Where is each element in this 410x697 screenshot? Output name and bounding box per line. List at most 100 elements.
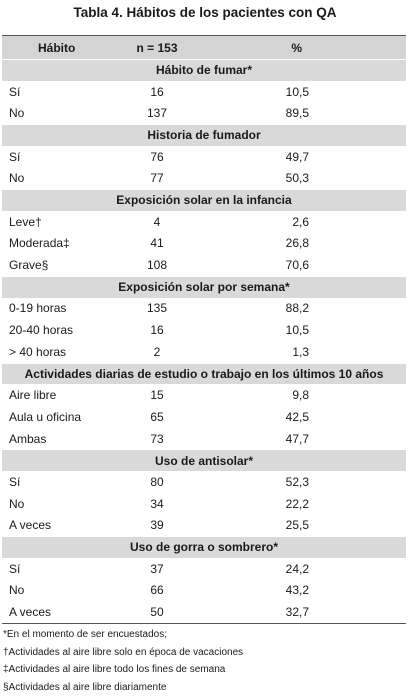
section-title: Exposición solar en la infancia [116,193,292,208]
data-row: Aula u oficina 65 42,5 [2,406,406,428]
cell: 66 [150,583,164,598]
section-row: Uso de gorra o sombrero* [2,536,406,558]
section-title: Historia de fumador [147,128,261,143]
data-row: Sí 76 49,7 [2,146,406,168]
cell: 108 [146,258,168,273]
section-row: Historia de fumador [2,124,406,146]
cell: No [9,171,25,186]
cell: A veces [9,518,52,533]
cell: 16 [150,323,164,338]
cell: 77 [150,171,164,186]
data-row: Sí 16 10,5 [2,81,406,103]
cell: 42,5 [285,409,309,424]
cell: 39 [150,518,164,533]
data-row: 0-19 horas 135 88,2 [2,298,406,320]
cell: 41 [150,236,164,251]
cell: 26,8 [285,236,309,251]
cell: 4 [153,214,161,229]
footnotes: *En el momento de ser encuestados; †Activ… [3,626,243,696]
cell: 2,6 [292,214,309,229]
section-title: Exposición solar por semana* [118,280,290,295]
header-row: Hábito n = 153% [2,36,406,59]
cell: Aula u oficina [9,409,82,424]
section-row: Actividades diarias de estudio o trabajo… [2,362,406,385]
cell: 32,7 [285,605,309,620]
cell: 137 [146,106,168,121]
cell: 22,2 [285,496,309,511]
section-row: Uso de antisolar* [2,449,406,472]
cell: 16 [150,84,164,99]
cell: 25,5 [285,518,309,533]
data-row: Aire libre 15 9,8 [2,384,406,406]
footnote: †Actividades al aire libre solo en época… [3,646,244,658]
cell: Grave§ [9,258,49,273]
cell: 47,7 [285,431,309,446]
footnote: ‡Actividades al aire libre todo los fine… [3,664,226,675]
table-title: Tabla 4. Hábitos de los pacientes con QA [73,5,337,20]
cell: 10,5 [285,323,309,338]
data-row: > 40 horas 2 1,3 [2,341,406,363]
cell: Leve† [9,214,42,229]
cell: 15 [150,388,164,403]
section-title: Uso de gorra o sombrero* [129,540,279,555]
cell: Ambas [9,431,47,446]
cell: 73 [150,431,164,446]
data-row: No 66 43,2 [2,580,406,602]
data-row: No 34 22,2 [2,493,406,515]
data-row: Moderada‡ 41 26,8 [2,233,406,255]
cell: No [9,583,25,598]
data-row: Sí 80 52,3 [2,471,406,493]
cell: 80 [150,474,164,489]
data-row: No 137 89,5 [2,102,406,124]
cell: 50 [150,605,164,620]
cell: 10,5 [285,84,309,99]
section-row: Hábito de fumar* [2,59,406,81]
cell: No [9,106,25,121]
cell: Sí [9,561,21,576]
cell: 2 [153,344,161,359]
data-row: Sí 37 24,2 [2,558,406,580]
data-row: Leve† 4 2,6 [2,211,406,233]
cell: Moderada‡ [9,236,70,251]
cell: 1,3 [292,344,309,359]
data-row: Grave§ 108 70,6 [2,254,406,276]
cell: 135 [146,301,168,316]
cell: No [9,496,25,511]
table: Hábito n = 153% Hábito de fumar* Sí 16 10,5 No… [2,35,406,624]
cell: Sí [9,474,21,489]
cell: 24,2 [285,561,309,576]
data-row: No 77 50,3 [2,167,406,189]
cell: 89,5 [285,106,309,121]
cell: Sí [9,149,21,164]
data-row: 20-40 horas 16 10,5 [2,319,406,341]
section-title: Hábito de fumar* [155,63,252,78]
data-row: A veces 39 25,5 [2,514,406,536]
cell: 70,6 [285,258,309,273]
cell: 49,7 [285,149,309,164]
footnote: §Actividades al aire libre diariamente [3,681,167,693]
cell: A veces [9,605,52,620]
cell: 9,8 [292,388,309,403]
section-row: Exposición solar por semana* [2,275,406,298]
cell: 76 [150,149,164,164]
cell: 0-19 horas [9,301,67,316]
cell: Aire libre [9,388,57,403]
cell: 43,2 [285,583,309,598]
cell: Sí [9,84,21,99]
header-cell: n = 153 [136,40,178,55]
cell: 34 [150,496,164,511]
section-row: Exposición solar en la infancia [2,189,406,211]
section-title: Actividades diarias de estudio o trabajo… [24,366,384,381]
data-row: A veces 50 32,7 [2,601,406,623]
cell: 20-40 horas [9,323,74,338]
cell: 65 [150,409,164,424]
cell: 88,2 [285,301,309,316]
header-cell: Hábito [38,40,76,55]
footnote: *En el momento de ser encuestados; [3,629,167,640]
cell: 52,3 [285,474,309,489]
cell: > 40 horas [9,344,67,359]
data-row: Ambas 73 47,7 [2,428,406,450]
section-title: Uso de antisolar* [154,453,254,468]
cell: 50,3 [285,171,309,186]
